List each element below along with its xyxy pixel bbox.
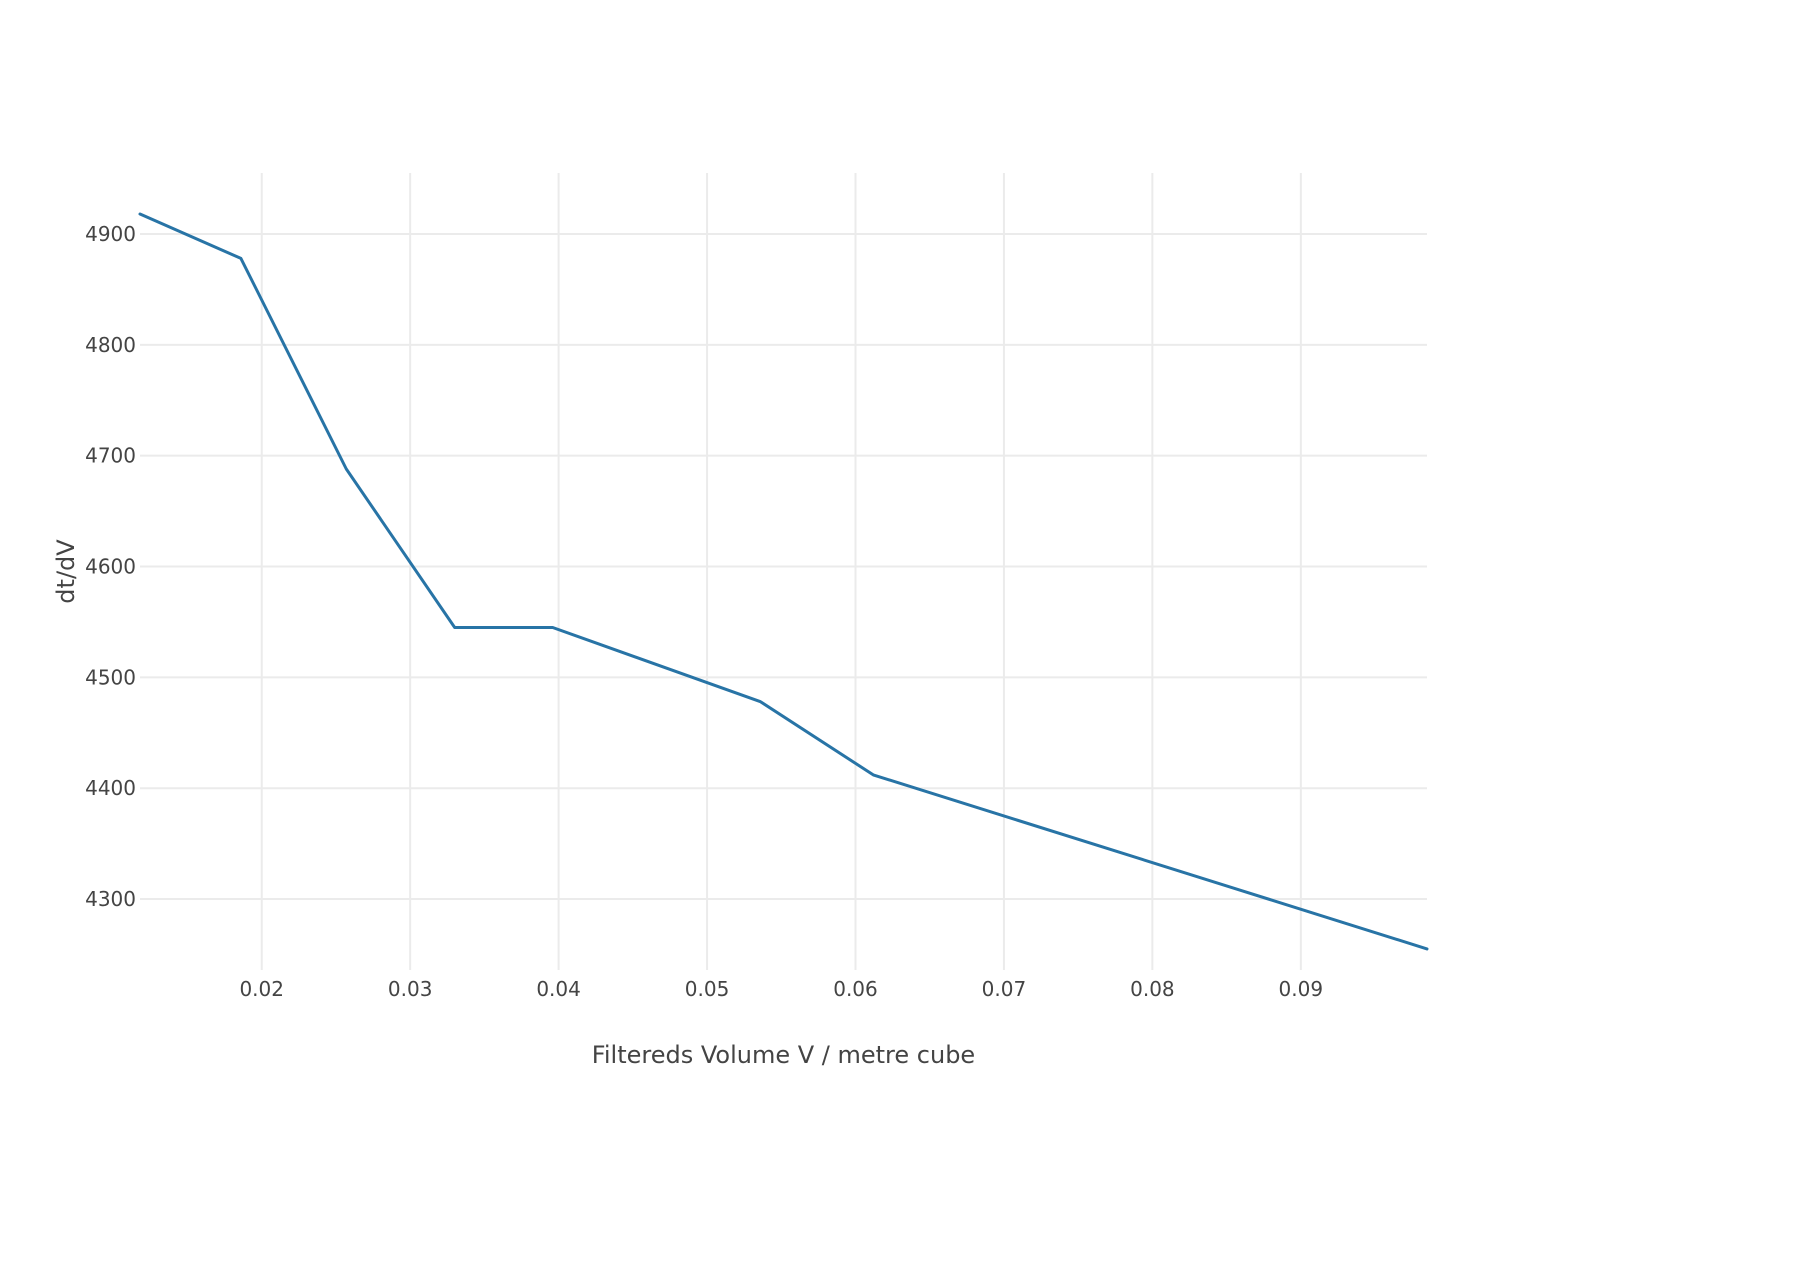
y-tick-label: 4600	[85, 555, 136, 579]
x-tick-label: 0.09	[1279, 977, 1324, 1001]
x-tick-labels: 0.02 0.03 0.04 0.05 0.06 0.07 0.08 0.09	[239, 977, 1323, 1001]
line-chart: 0.02 0.03 0.04 0.05 0.06 0.07 0.08 0.09 4300 440…	[52, 173, 1429, 1069]
y-tick-label: 4900	[85, 222, 136, 246]
y-tick-labels: 4300 4400 4500 4600 4700 4800 4900	[85, 222, 136, 911]
x-tick-label: 0.08	[1130, 977, 1175, 1001]
y-tick-label: 4500	[85, 665, 136, 689]
x-tick-label: 0.03	[388, 977, 433, 1001]
x-tick-label: 0.07	[982, 977, 1027, 1001]
x-tick-label: 0.06	[833, 977, 878, 1001]
x-tick-label: 0.04	[536, 977, 581, 1001]
x-tick-label: 0.05	[685, 977, 730, 1001]
y-tick-label: 4400	[85, 776, 136, 800]
y-axis-title: dt/dV	[52, 539, 80, 604]
y-tick-label: 4800	[85, 333, 136, 357]
y-tick-label: 4300	[85, 887, 136, 911]
x-tick-label: 0.02	[239, 977, 284, 1001]
x-axis-title: Filtereds Volume V / metre cube	[592, 1041, 975, 1069]
chart-container: 0.02 0.03 0.04 0.05 0.06 0.07 0.08 0.09 4300 440…	[52, 173, 1429, 1069]
y-tick-label: 4700	[85, 444, 136, 468]
x-gridlines	[260, 173, 1302, 970]
series-line	[138, 212, 1429, 951]
y-gridlines	[140, 232, 1427, 901]
series-layer	[138, 212, 1429, 951]
